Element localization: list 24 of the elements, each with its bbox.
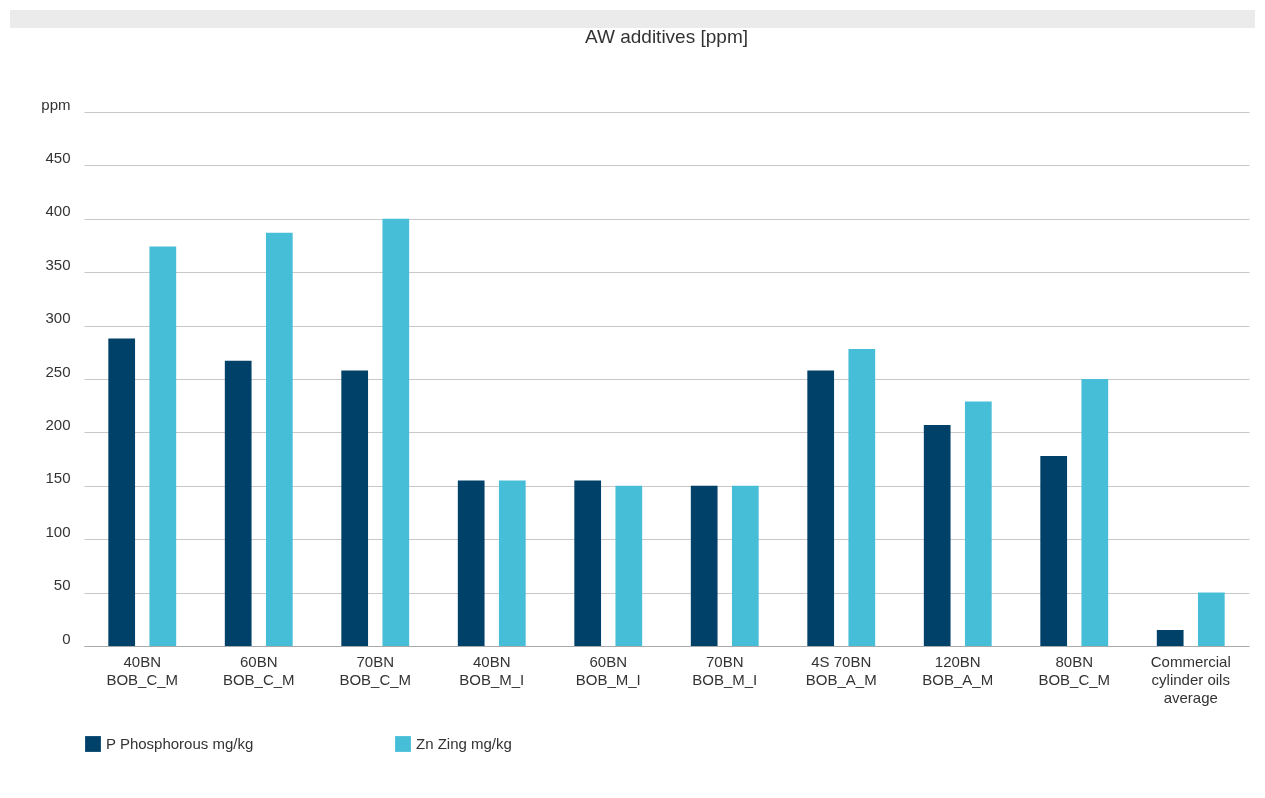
y-tick-label: ppm <box>41 95 71 113</box>
x-tick-label: 40BN BOB_M_I <box>459 652 525 688</box>
x-tick-label: 4S 70BN BOB_A_M <box>805 652 877 688</box>
y-tick-label: 250 <box>45 362 71 380</box>
x-tick-label: Commercial cylinder oils average <box>1150 652 1231 706</box>
y-tick-label: 100 <box>45 522 71 540</box>
y-tick-label: 350 <box>45 255 71 273</box>
legend-label: Zn Zing mg/kg <box>416 735 512 752</box>
x-tick-label: 40BN BOB_C_M <box>106 652 179 688</box>
x-tick-label: 70BN BOB_M_I <box>692 652 758 688</box>
x-tick-label: 80BN BOB_C_M <box>1038 652 1111 688</box>
y-tick-label: 0 <box>62 629 71 647</box>
legend-label: P Phosphorous mg/kg <box>106 735 254 752</box>
x-tick-label: 60BN BOB_C_M <box>222 652 295 688</box>
y-tick-label: 150 <box>45 469 71 487</box>
chart-title: AW additives [ppm] <box>585 26 748 47</box>
x-tick-label: 120BN BOB_A_M <box>922 652 994 688</box>
y-tick-label: 400 <box>45 202 71 220</box>
x-tick-label: 70BN BOB_C_M <box>339 652 412 688</box>
y-tick-label: 50 <box>53 576 71 594</box>
y-tick-label: 200 <box>45 415 71 433</box>
y-tick-label: 300 <box>45 309 71 327</box>
y-tick-label: 450 <box>45 148 71 166</box>
x-tick-label: 60BN BOB_M_I <box>575 652 641 688</box>
